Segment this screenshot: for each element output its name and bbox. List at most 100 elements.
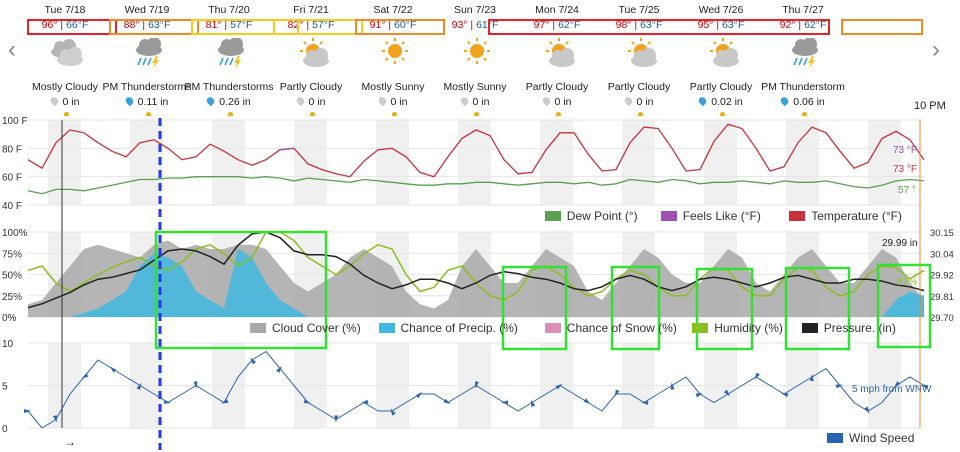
wind-direction-arrow — [163, 399, 171, 404]
day-low: 57°F — [312, 19, 335, 31]
legend-label: Pressure. (in) — [823, 321, 896, 335]
day-precip: 0 in — [516, 95, 598, 108]
day-card[interactable]: Tue 7/18 96° | 66°F Mostly Cloudy 0 in — [24, 0, 106, 118]
end-label: 57 ° — [898, 185, 916, 196]
wind-direction-arrow — [415, 391, 423, 399]
day-card[interactable]: Mon 7/24 97° | 62°F Partly Cloudy 0 in — [516, 0, 598, 118]
series-feels — [279, 147, 295, 151]
day-precip-value: 0.02 in — [711, 96, 743, 108]
right-tick-label: 29.70 — [930, 313, 954, 324]
wind-direction-arrow — [303, 399, 311, 404]
legend-item[interactable]: Dew Point (°) — [544, 209, 638, 223]
wind-direction-arrow — [893, 381, 901, 388]
sunrise-icon — [802, 112, 807, 116]
wind-direction-arrow — [250, 357, 257, 365]
legend-item[interactable]: Pressure. (in) — [801, 321, 896, 335]
sunrise-icon — [64, 112, 69, 116]
wind-direction-arrow — [695, 392, 703, 398]
legend-item[interactable]: Chance of Snow (%) — [544, 321, 677, 335]
legend-item[interactable]: Temperature (°F) — [789, 209, 902, 223]
time-label: 10 PM — [914, 100, 946, 112]
wind-direction-arrow — [221, 399, 229, 404]
legend-item[interactable]: Wind Speed — [827, 431, 914, 445]
day-low: 60°F — [394, 19, 417, 31]
day-card[interactable]: Wed 7/26 95° | 63°F Partly Cloudy 0.02 i… — [680, 0, 762, 118]
legend-item[interactable]: Chance of Precip. (%) — [378, 321, 518, 335]
night-band — [212, 120, 245, 205]
wind-direction-arrow — [754, 372, 760, 380]
day-high: 82° — [287, 19, 304, 31]
day-date: Thu 7/27 — [782, 4, 824, 16]
temperature-range-box — [109, 19, 199, 35]
legend-swatch — [789, 211, 806, 221]
day-precip-value: 0.11 in — [137, 96, 169, 108]
night-band — [458, 120, 491, 205]
y-tick-label: 100 F — [2, 116, 28, 127]
right-tick-label: 29.81 — [930, 292, 954, 303]
wind-direction-arrow — [81, 373, 89, 379]
day-card[interactable]: Thu 7/20 81° | 57°F PM Thunderstorms 0.2… — [184, 0, 273, 118]
partly-cloudy-icon — [628, 38, 657, 67]
day-condition: Partly Cloudy — [525, 81, 589, 93]
y-tick-label: 25% — [2, 292, 22, 303]
night-band — [294, 120, 327, 205]
legend-item[interactable]: Humidity (%) — [692, 321, 783, 335]
day-condition: Partly Cloudy — [607, 81, 671, 93]
wind-direction-arrow — [276, 366, 282, 373]
day-high: 91° — [369, 19, 386, 31]
highlight-box — [876, 263, 932, 349]
legend-swatch — [660, 211, 677, 221]
wind-direction-arrow — [24, 409, 31, 413]
day-condition: PM Thunderstorms — [102, 81, 192, 93]
day-temps: 82° | 57°F — [287, 19, 335, 31]
wind-direction-arrow — [334, 415, 339, 423]
day-high: 97° — [533, 19, 550, 31]
day-card[interactable]: Thu 7/27 92° | 62°F PM Thunderstorm 0.06… — [761, 0, 845, 118]
night-band — [540, 120, 573, 205]
right-tick-label: 29.92 — [930, 271, 954, 282]
day-card[interactable]: Sat 7/22 91° | 60°F Mostly Sunny 0 in — [352, 0, 434, 118]
day-low: 66°F — [66, 19, 89, 31]
night-band — [130, 120, 163, 205]
legend-swatch — [250, 323, 266, 333]
wind-direction-arrow — [809, 374, 814, 382]
day-card[interactable]: Fri 7/21 82° | 57°F Partly Cloudy 0 in — [270, 0, 352, 118]
day-date: Wed 7/26 — [698, 4, 744, 16]
legend-item[interactable]: Feels Like (°F) — [660, 209, 761, 223]
day-card[interactable]: Wed 7/19 88° | 63°F PM Thunderstorms 0.1… — [102, 0, 191, 118]
day-precip: 0.06 in — [762, 95, 844, 108]
wind-direction-arrow — [723, 389, 730, 397]
day-low: 63°F — [722, 19, 745, 31]
day-card[interactable]: Tue 7/25 98° | 63°F Partly Cloudy 0 in — [598, 0, 680, 118]
day-date: Sat 7/22 — [373, 4, 413, 16]
wind-direction-arrow — [781, 393, 789, 398]
next-arrow-button[interactable]: › — [932, 36, 940, 63]
day-date: Thu 7/20 — [208, 4, 250, 16]
legend-item[interactable]: Cloud Cover (%) — [250, 321, 361, 335]
y-tick-label: 80 F — [2, 144, 22, 155]
y-tick-label: 50% — [2, 271, 22, 282]
day-high: 96° — [41, 19, 58, 31]
sunrise-icon — [720, 112, 725, 116]
day-temps: 95° | 63°F — [697, 19, 745, 31]
day-condition: PM Thunderstorm — [761, 81, 845, 93]
day-card[interactable]: Sun 7/23 93° | 61°F Mostly Sunny 0 in — [434, 0, 516, 118]
day-high: 88° — [123, 19, 140, 31]
end-label: 57% — [897, 277, 917, 288]
wind-direction-arrow — [136, 382, 142, 390]
wind-direction-arrow — [555, 383, 563, 390]
highlight-box — [610, 265, 661, 351]
day-high: 95° — [697, 19, 714, 31]
prev-arrow-button[interactable]: ‹ — [8, 36, 16, 63]
legend-label: Wind Speed — [849, 431, 915, 445]
day-high: 81° — [205, 19, 222, 31]
legend-swatch — [801, 323, 818, 333]
day-precip-value: 0 in — [472, 96, 490, 108]
day-condition: Mostly Sunny — [361, 81, 425, 93]
cloud-icon — [51, 39, 83, 66]
day-low: 61°F — [476, 19, 499, 31]
legend-label: Feels Like (°F) — [682, 209, 761, 223]
end-label: 24% — [897, 296, 917, 307]
wind-direction-arrow — [361, 399, 369, 404]
wind-direction-arrow — [475, 381, 479, 389]
